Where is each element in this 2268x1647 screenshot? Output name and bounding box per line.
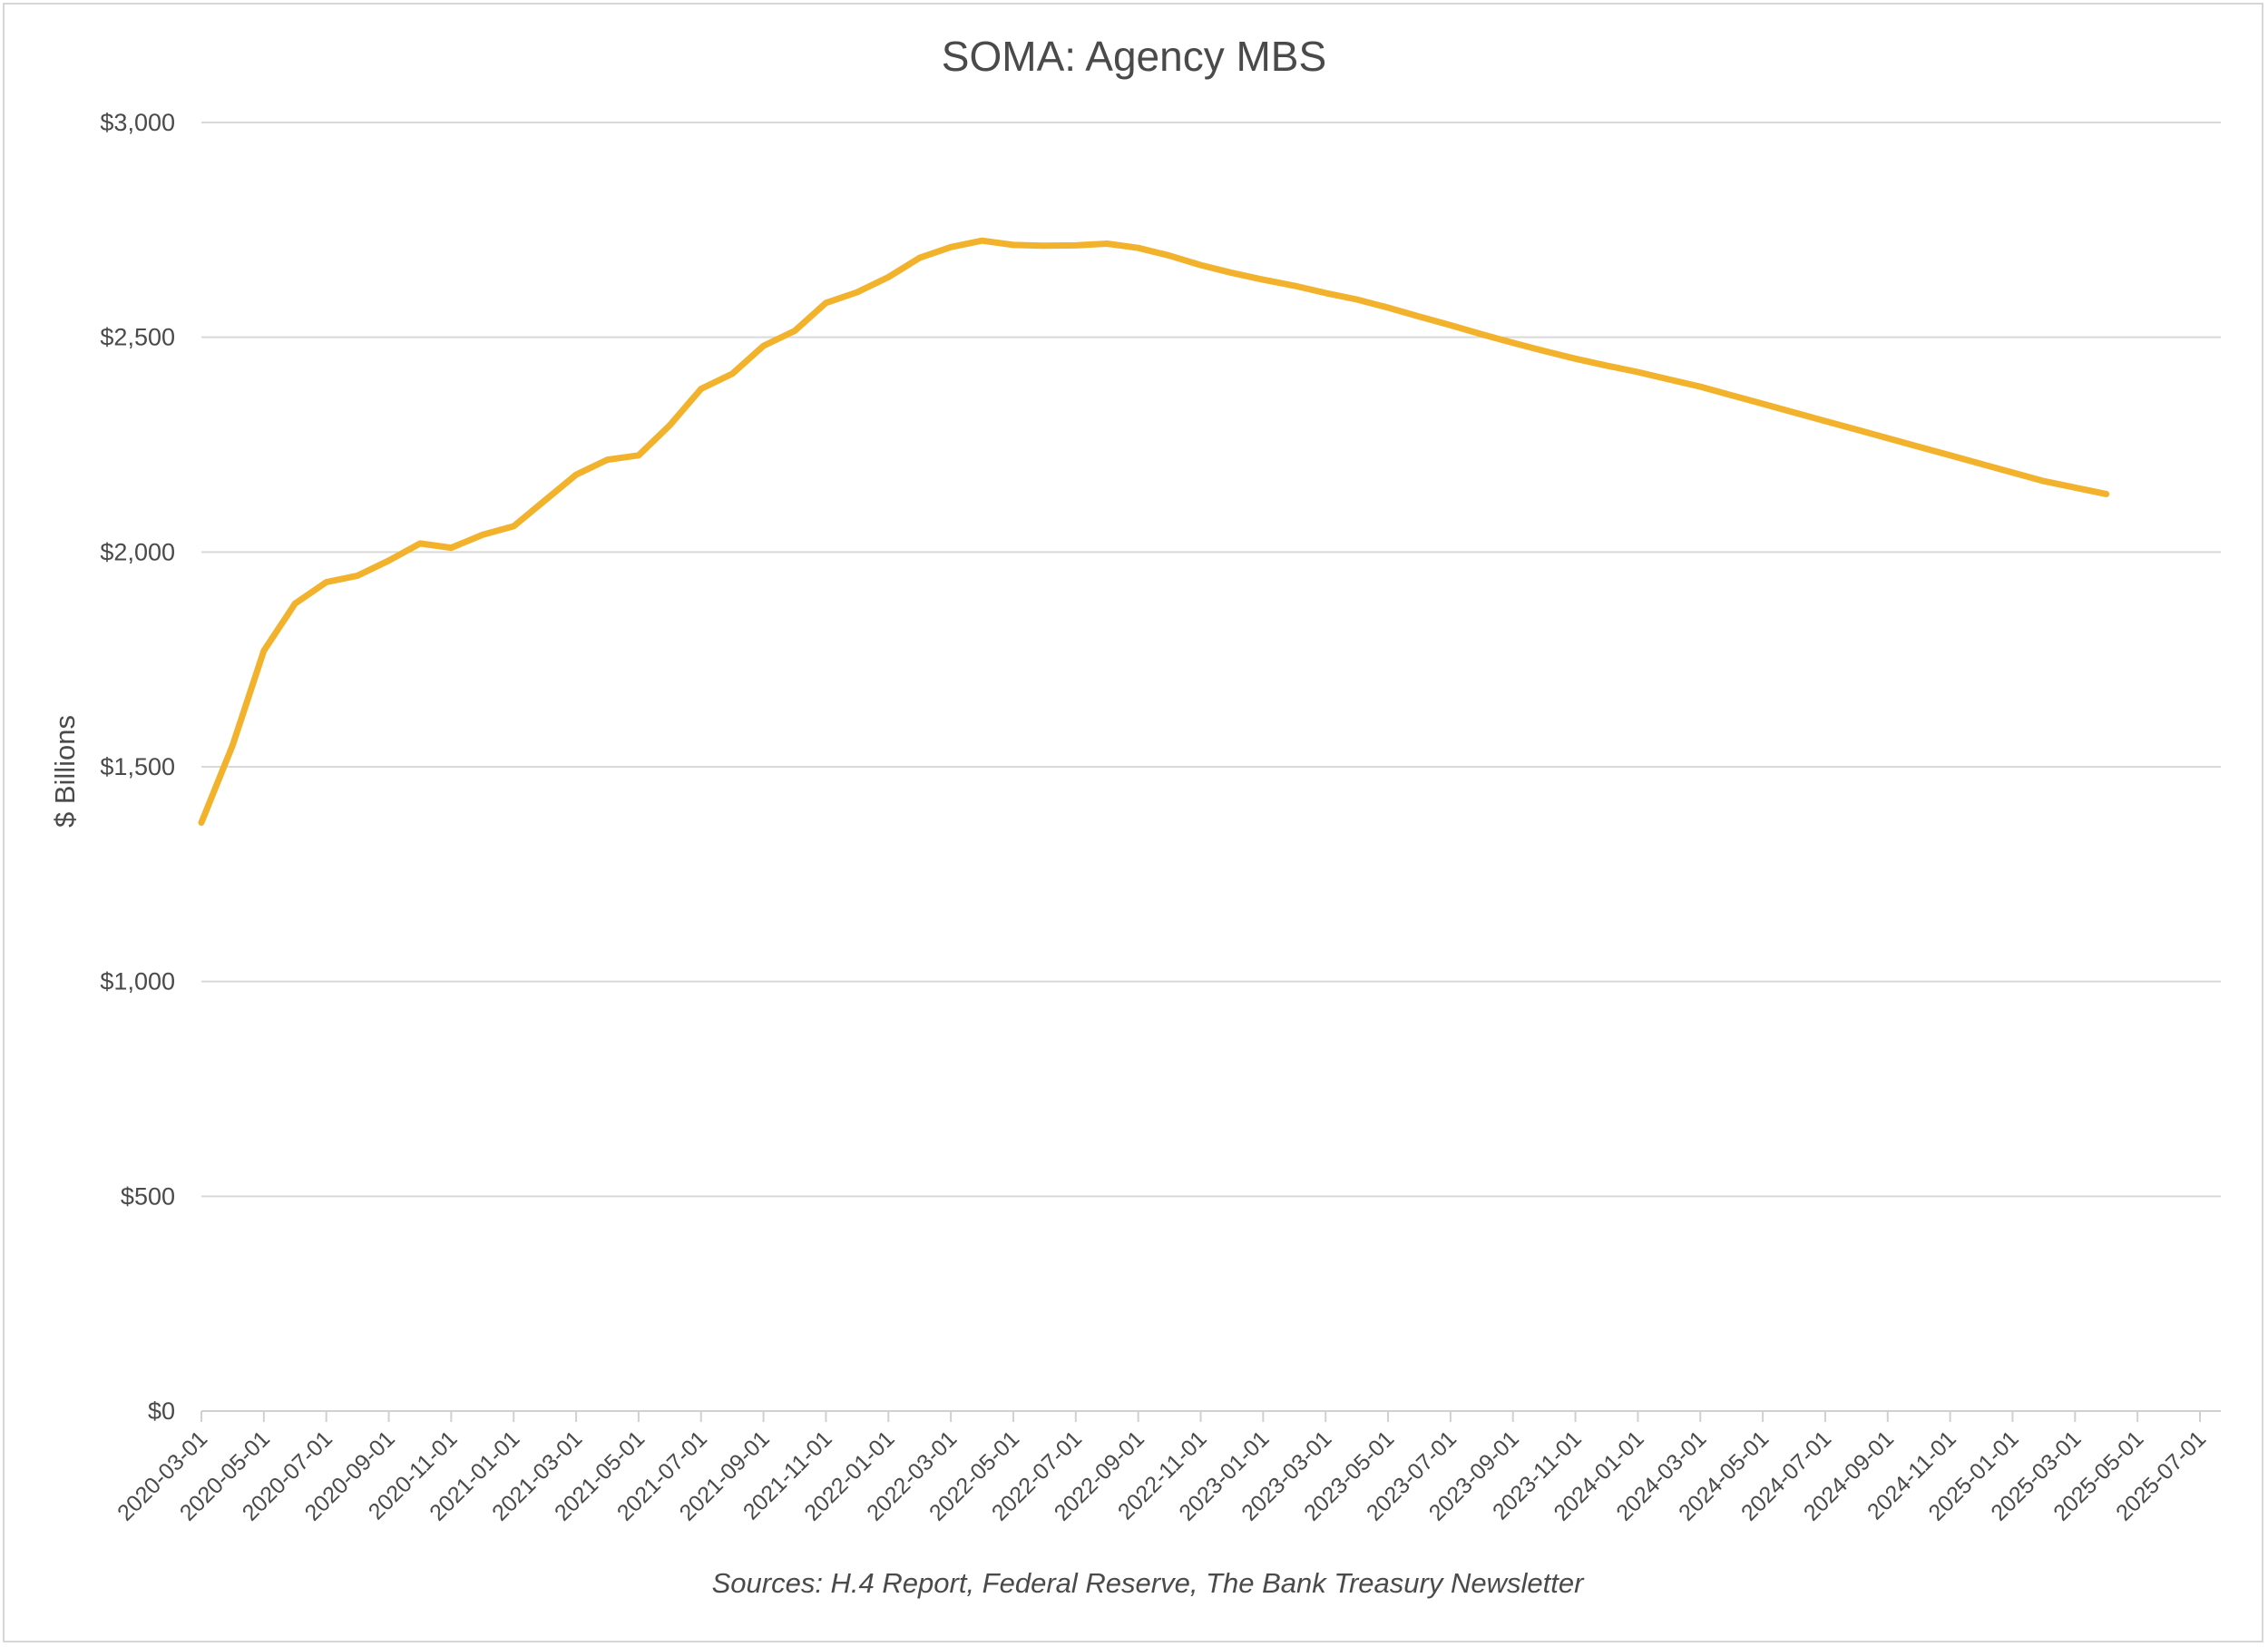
y-tick-label: $2,500 bbox=[100, 324, 175, 351]
y-axis-ticks: $0 $500 $1,000 $1,500 $2,000 $2,500 $3,000 bbox=[100, 109, 175, 1425]
y-tick-label: $3,000 bbox=[100, 109, 175, 136]
y-tick-label: $2,000 bbox=[100, 538, 175, 565]
y-axis-label: $ Billions bbox=[49, 715, 81, 828]
gridlines bbox=[201, 122, 2221, 1198]
series-line-agency-mbs bbox=[198, 237, 2110, 826]
source-note: Sources: H.4 Report, Federal Reserve, Th… bbox=[712, 1567, 1585, 1599]
chart-title: SOMA: Agency MBS bbox=[942, 33, 1326, 80]
y-tick-label: $1,000 bbox=[100, 968, 175, 995]
y-tick-label: $500 bbox=[121, 1182, 175, 1210]
chart-frame bbox=[3, 3, 2263, 1642]
y-tick-label: $1,500 bbox=[100, 753, 175, 780]
y-tick-label: $0 bbox=[148, 1397, 175, 1425]
x-axis-ticks: 2020-03-012020-05-012020-07-012020-09-01… bbox=[112, 1411, 2211, 1526]
